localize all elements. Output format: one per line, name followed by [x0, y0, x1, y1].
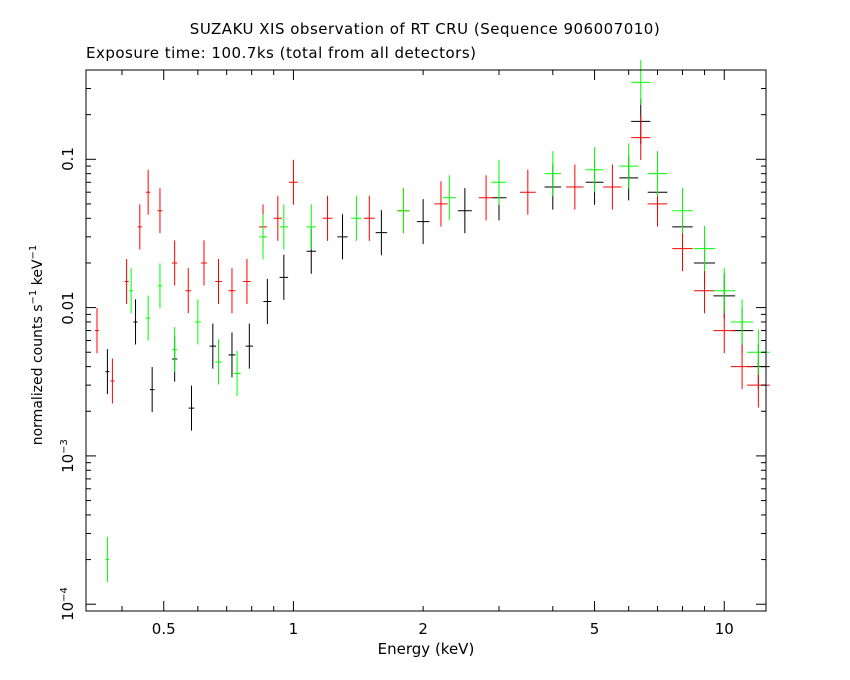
data-point [172, 327, 178, 373]
data-point [273, 195, 282, 241]
data-point [730, 299, 754, 345]
data-point [672, 226, 693, 272]
data-point [228, 332, 236, 378]
x-tick-label: 2 [418, 620, 428, 638]
data-point [215, 339, 222, 385]
data-point [157, 263, 163, 309]
data-point [145, 169, 151, 215]
data-point [603, 164, 622, 210]
data-point [133, 299, 138, 345]
data-point [457, 188, 472, 234]
data-point [631, 59, 651, 105]
series-0 [105, 98, 770, 431]
data-point [363, 195, 375, 241]
data-point [337, 214, 348, 260]
data-point [647, 151, 668, 197]
data-point [351, 195, 362, 241]
data-point [279, 254, 289, 300]
data-point [478, 175, 494, 221]
data-point [693, 268, 716, 314]
series-2 [105, 59, 770, 583]
series-1 [95, 115, 770, 408]
x-tick-label: 5 [589, 620, 600, 638]
data-point [491, 159, 507, 205]
data-point [259, 214, 267, 260]
data-point [713, 268, 736, 314]
x-tick-label: 0.5 [151, 620, 176, 638]
y-tick-label: 10−4 [59, 587, 77, 622]
data-point [245, 323, 254, 369]
data-point [172, 240, 178, 286]
data-point [322, 195, 333, 241]
data-point [185, 268, 192, 314]
data-point [306, 204, 316, 250]
data-point [713, 308, 736, 354]
data-point [149, 367, 155, 413]
x-axis-label: Energy (keV) [377, 640, 475, 658]
y-tick-label: 0.01 [59, 290, 77, 325]
x-tick-label: 10 [714, 620, 734, 638]
data-point [279, 204, 289, 250]
data-point [693, 226, 716, 272]
data-point [105, 537, 110, 583]
data-point [544, 151, 562, 197]
y-tick-label: 10−3 [59, 438, 77, 473]
data-point [243, 258, 251, 305]
data-point [137, 204, 142, 250]
data-point [188, 385, 195, 431]
data-series-layer [95, 59, 770, 583]
x-tick-label: 1 [288, 620, 299, 638]
data-point [157, 188, 163, 234]
axis-ticks [86, 69, 766, 611]
data-point [200, 240, 208, 286]
y-axis-label-unit: keV [29, 259, 46, 290]
data-point [442, 175, 457, 221]
data-point [519, 169, 536, 215]
y-axis-label: normalized counts s−1 keV−1 [28, 245, 46, 446]
data-point [672, 188, 693, 234]
data-point [730, 344, 754, 390]
data-point [209, 323, 217, 369]
y-tick-label: 0.1 [59, 147, 77, 172]
data-point [215, 258, 222, 305]
data-point [585, 147, 604, 193]
data-point [124, 258, 129, 305]
data-point [289, 159, 298, 205]
data-point [375, 210, 388, 256]
chart-title: SUZAKU XIS observation of RT CRU (Sequen… [189, 20, 661, 38]
data-point [95, 308, 100, 354]
y-axis-label-exponent-2: −1 [28, 244, 40, 260]
data-point [619, 143, 639, 189]
data-point [397, 188, 410, 234]
data-point [434, 181, 448, 227]
chart-subtitle: Exposure time: 100.7ks (total from all d… [86, 44, 477, 62]
data-point [631, 115, 651, 161]
data-point [194, 299, 201, 345]
data-point [233, 350, 241, 396]
data-point [110, 358, 115, 404]
plot-frame [85, 69, 767, 612]
data-point [145, 295, 151, 341]
data-point [416, 199, 430, 245]
data-point [566, 164, 584, 210]
data-point [105, 349, 110, 395]
data-point [263, 278, 272, 325]
y-axis-label-exponent-1: −1 [28, 289, 40, 305]
data-point [129, 268, 134, 314]
data-point [228, 268, 236, 314]
y-axis-label-text: normalized counts s [29, 304, 46, 446]
